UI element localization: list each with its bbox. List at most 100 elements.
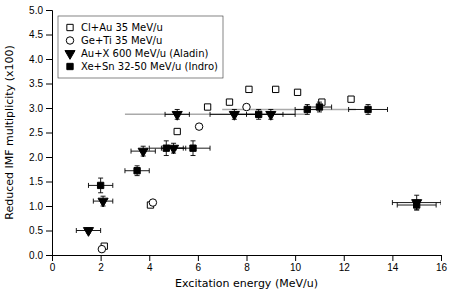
error-cap (331, 105, 332, 110)
tick-mark (46, 35, 52, 36)
error-cap (317, 111, 322, 112)
error-cap (414, 209, 419, 210)
tick-label: 2.0 (29, 152, 43, 163)
x-error-bar (176, 146, 210, 151)
legend-label: Cl+Au 35 MeV/u (81, 22, 163, 33)
point (134, 168, 140, 174)
y-axis: 0.00.51.01.52.02.53.03.54.04.55.0 (29, 5, 52, 261)
legend-label: Au+X 600 MeV/u (Aladin) (81, 48, 208, 59)
error-cap (317, 102, 322, 103)
tick: 10 (290, 255, 302, 273)
error-cap (164, 155, 169, 156)
tick-label: 4 (147, 262, 153, 273)
error-cap (189, 112, 190, 117)
tick-label: 10 (290, 262, 302, 273)
y-error-bar (317, 102, 322, 112)
point (83, 228, 93, 237)
tick-label: 12 (339, 262, 351, 273)
error-cap (98, 192, 103, 193)
tick-mark (46, 84, 52, 85)
tick-label: 8 (244, 262, 250, 273)
point (169, 145, 179, 154)
tick-label: 4.5 (29, 29, 43, 40)
error-cap (175, 109, 180, 110)
y-error-bar (135, 166, 140, 176)
tick-mark (46, 108, 52, 109)
x-error-bar (88, 183, 112, 188)
error-cap (76, 228, 77, 233)
point (226, 99, 232, 105)
error-cap (256, 109, 261, 110)
error-cap (366, 104, 371, 105)
error-cap (112, 199, 113, 204)
legend: Cl+Au 35 MeV/uGe+Ti 35 MeV/uAu+X 600 MeV… (58, 16, 223, 78)
point (174, 128, 180, 134)
tick: 14 (387, 255, 399, 273)
error-cap (175, 146, 176, 151)
tick-mark (46, 10, 52, 11)
tick: 5.0 (29, 5, 52, 16)
legend-symbol (67, 24, 73, 30)
error-cap (234, 112, 235, 117)
error-cap (124, 168, 125, 173)
x-error-bar (125, 168, 149, 173)
series (76, 109, 441, 236)
tick-mark (46, 255, 52, 256)
tick-mark (46, 133, 52, 134)
point (138, 148, 148, 157)
error-cap (210, 146, 211, 151)
point (97, 182, 103, 188)
axis-line (53, 256, 442, 262)
tick-label: 16 (436, 262, 448, 273)
error-cap (112, 183, 113, 188)
reference-line (125, 114, 307, 116)
error-cap (397, 203, 398, 208)
error-cap (155, 149, 156, 154)
error-cap (232, 109, 237, 110)
legend-label: Xe+Sn 32-50 MeV/u (Indro) (81, 61, 218, 72)
error-cap (93, 199, 94, 204)
series (88, 102, 436, 210)
tick-label: 1.0 (29, 201, 43, 212)
error-cap (414, 195, 419, 196)
y-axis-title: Reduced IMF multiplicity (x100) (3, 45, 16, 219)
tick: 4 (147, 255, 153, 273)
tick-mark (46, 157, 52, 158)
y-error-bar (414, 200, 419, 210)
tick-mark (295, 255, 296, 261)
tick-label: 3.0 (29, 103, 43, 114)
tick-label: 2.5 (29, 127, 43, 138)
tick: 2.0 (29, 152, 52, 163)
error-cap (305, 114, 310, 115)
tick-mark (198, 255, 199, 261)
tick-label: 0.5 (29, 225, 43, 236)
error-cap (135, 165, 140, 166)
error-cap (282, 112, 283, 117)
error-cap (414, 200, 419, 201)
error-cap (141, 146, 146, 147)
tick: 4.5 (29, 29, 52, 40)
y-error-bar (256, 109, 261, 119)
error-cap (165, 112, 166, 117)
tick-mark (46, 182, 52, 183)
tick: 3.5 (29, 78, 52, 89)
error-cap (135, 175, 140, 176)
error-cap (392, 200, 393, 205)
error-cap (348, 107, 349, 112)
tick-label: 14 (387, 262, 399, 273)
tick: 6 (196, 255, 202, 273)
series (101, 86, 354, 249)
tick: 0.0 (29, 250, 52, 261)
error-cap (164, 140, 169, 141)
tick-mark (149, 255, 150, 261)
point (149, 199, 156, 206)
axis-line (46, 11, 53, 256)
error-cap (295, 112, 296, 117)
error-cap (88, 183, 89, 188)
tick-label: 6 (196, 262, 202, 273)
tick: 2.5 (29, 127, 52, 138)
series (98, 103, 250, 253)
error-cap (441, 200, 442, 205)
reference-line (222, 109, 356, 111)
point (294, 89, 300, 95)
